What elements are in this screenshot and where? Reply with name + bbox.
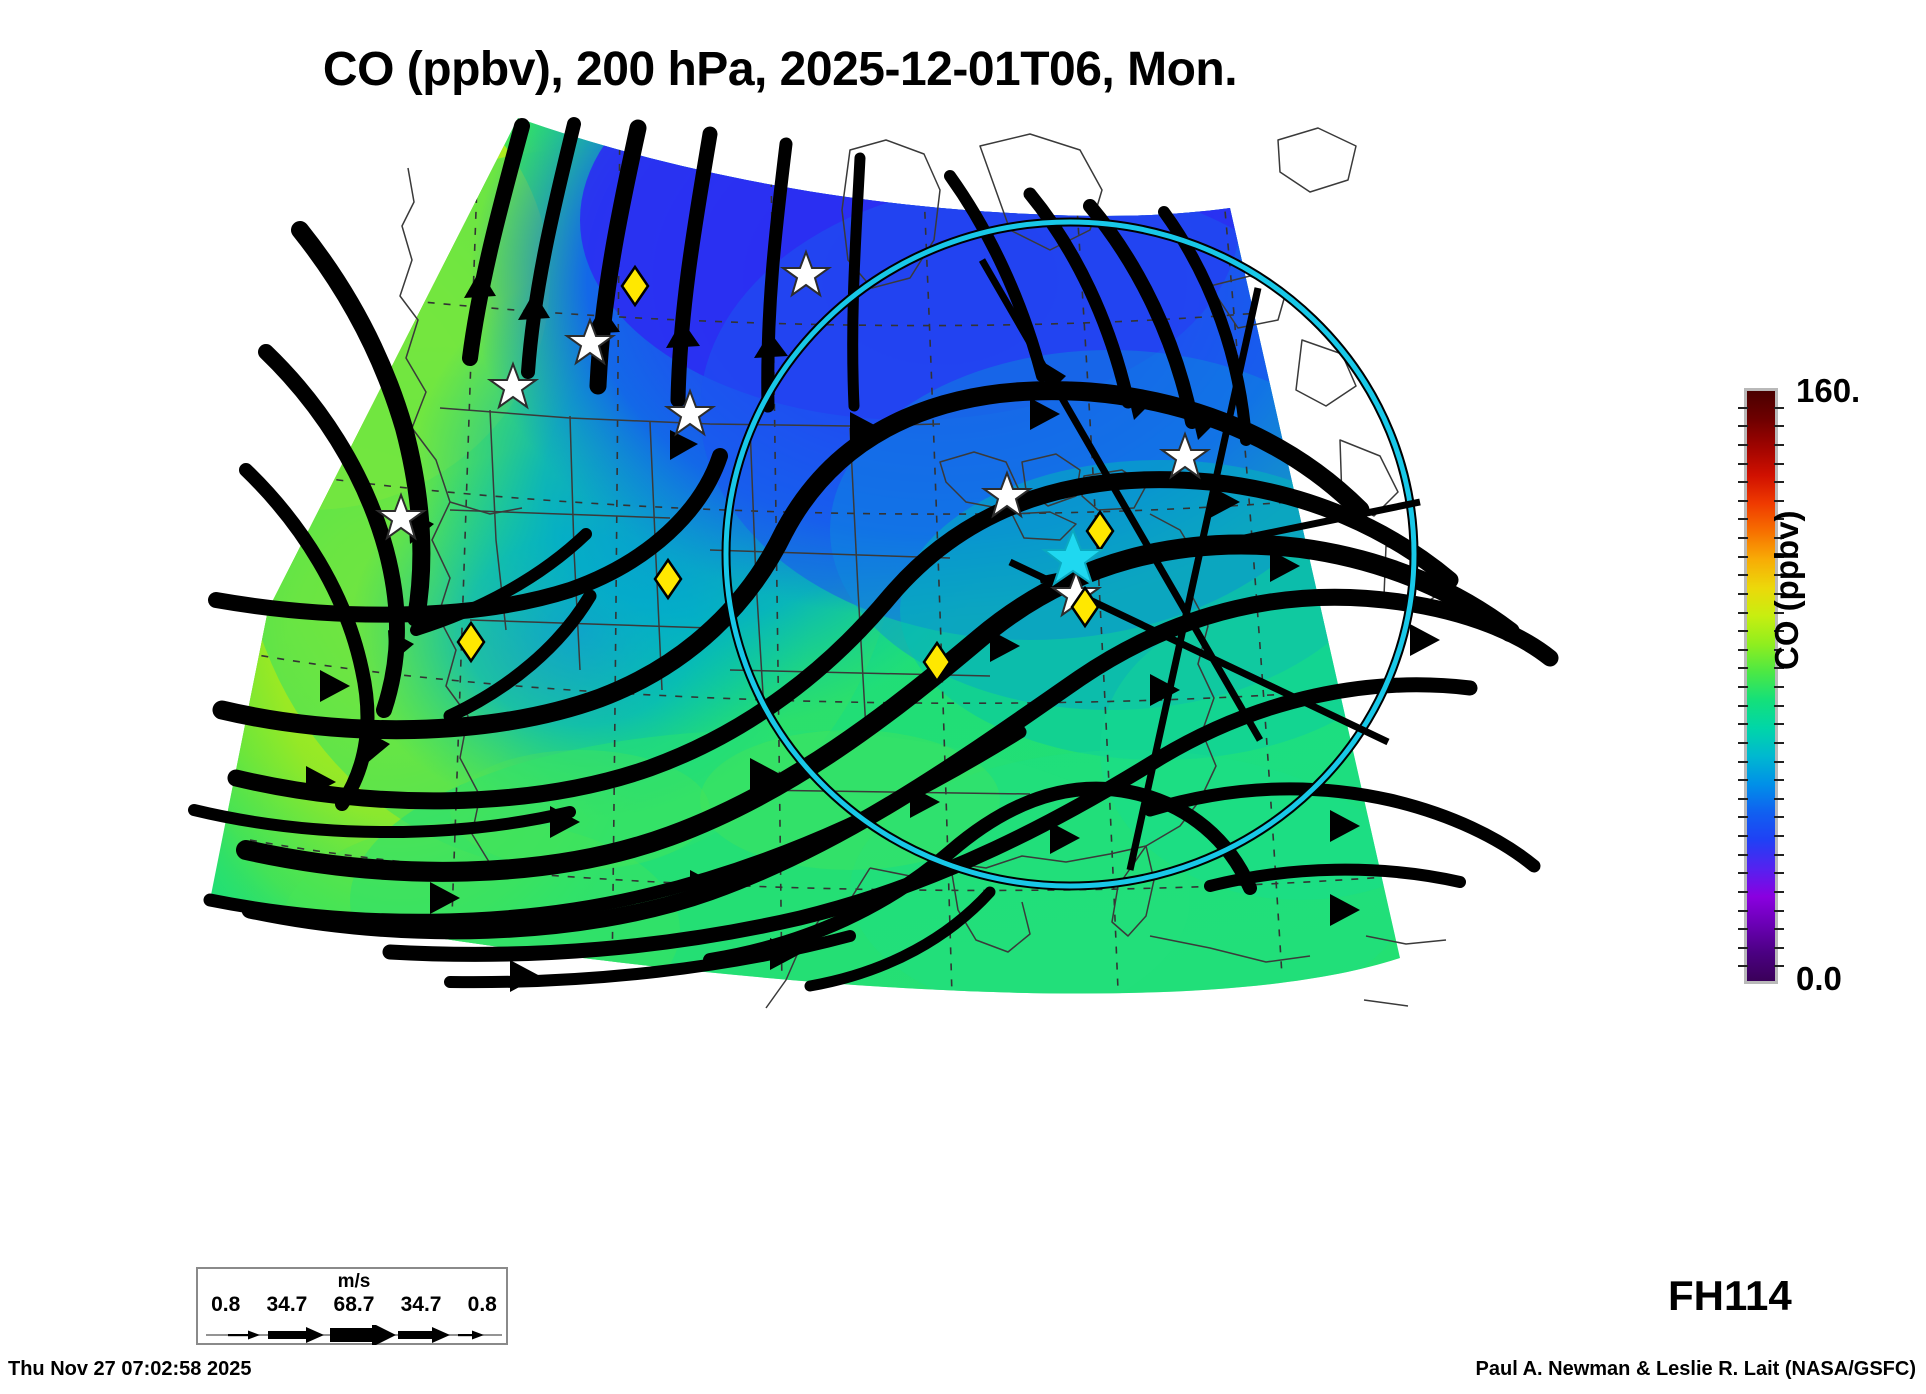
colorbar-min-label: 0.0	[1796, 960, 1842, 997]
colorbar-tick	[1774, 443, 1784, 446]
colorbar-tick	[1738, 835, 1748, 837]
colorbar-tick	[1774, 630, 1784, 633]
wind-value-labels: 0.8 34.7 68.7 34.7 0.8	[198, 1293, 510, 1317]
colorbar-tick	[1774, 518, 1784, 521]
yellow-diamond-marker[interactable]	[456, 264, 1115, 684]
colorbar-max-label: 160.	[1796, 372, 1861, 409]
colorbar-tick	[1738, 909, 1748, 912]
colorbar-tick	[1774, 872, 1784, 875]
colorbar-tick	[1738, 965, 1748, 968]
colorbar-tick	[1738, 779, 1748, 782]
colorbar-tick	[1738, 630, 1748, 633]
colorbar-tick	[1774, 499, 1784, 502]
wind-unit-label: m/s	[337, 1271, 371, 1292]
forecast-map[interactable]	[150, 110, 1570, 1270]
colorbar-tick	[1774, 667, 1784, 670]
colorbar-tick	[1738, 648, 1748, 651]
colorbar-tick	[1738, 797, 1748, 800]
colorbar-tick	[1738, 611, 1748, 614]
page-title: CO (ppbv), 200 hPa, 2025-12-01T06, Mon.	[322, 43, 1238, 96]
colorbar-frame	[1744, 388, 1778, 984]
colorbar-tick	[1774, 853, 1784, 856]
colorbar-tick	[1774, 425, 1784, 428]
colorbar-tick	[1738, 686, 1748, 688]
footer-timestamp: Thu Nov 27 07:02:58 2025	[8, 1358, 252, 1380]
colorbar-tick	[1738, 574, 1748, 577]
colorbar-tick	[1738, 853, 1748, 856]
colorbar-tick	[1738, 872, 1748, 875]
colorbar-tick	[1738, 946, 1748, 949]
colorbar-tick	[1738, 425, 1748, 428]
white-star-marker[interactable]	[374, 249, 1212, 618]
wind-value-1: 34.7	[266, 1293, 308, 1316]
colorbar-tick	[1774, 592, 1784, 595]
wind-value-3: 34.7	[400, 1293, 442, 1316]
colorbar-tick	[1774, 928, 1784, 931]
wind-value-4: 0.8	[467, 1293, 497, 1316]
colorbar-tick	[1738, 816, 1748, 819]
colorbar-tick	[1774, 909, 1784, 912]
colorbar-tick	[1774, 574, 1784, 577]
colorbar-tick	[1738, 499, 1748, 502]
flight-range-ring	[721, 217, 1419, 891]
colorbar-tick	[1738, 704, 1748, 707]
colorbar-tick	[1738, 518, 1748, 521]
wind-arrow-scale	[206, 1325, 502, 1345]
wind-speed-legend: m/s 0.8 34.7 68.7 34.7 0.8	[196, 1267, 508, 1345]
colorbar-tick	[1738, 723, 1748, 726]
colorbar-gradient	[1747, 391, 1775, 981]
wind-streamlines	[188, 117, 1559, 992]
colorbar-tick	[1774, 965, 1784, 968]
colorbar-tick	[1774, 946, 1784, 949]
colorbar-tick	[1774, 648, 1784, 651]
colorbar-tick	[1774, 462, 1784, 465]
colorbar-tick	[1774, 481, 1784, 484]
colorbar-tick	[1738, 928, 1748, 931]
colorbar-tick	[1738, 741, 1748, 744]
colorbar-tick	[1738, 406, 1748, 409]
colorbar-tick	[1738, 537, 1748, 539]
colorbar-tick	[1738, 592, 1748, 595]
colorbar-panel: 160. 0.0 CO (ppbv)	[1718, 370, 1918, 1010]
colorbar-ticks-right	[1774, 388, 1784, 984]
station-markers[interactable]	[374, 249, 1212, 684]
colorbar-axis-title: CO (ppbv)	[1768, 510, 1805, 670]
colorbar-tick	[1774, 890, 1784, 893]
colorbar-tick	[1774, 797, 1784, 800]
colorbar-ticks-left	[1738, 388, 1748, 984]
colorbar-tick	[1774, 686, 1784, 688]
colorbar-tick	[1774, 816, 1784, 819]
colorbar-tick	[1774, 704, 1784, 707]
map-panel[interactable]	[150, 110, 1570, 1270]
colorbar-tick	[1774, 555, 1784, 558]
colorbar-tick	[1774, 723, 1784, 726]
footer-credit: Paul A. Newman & Leslie R. Lait (NASA/GS…	[1475, 1358, 1916, 1380]
colorbar-tick	[1738, 667, 1748, 670]
colorbar-tick	[1738, 443, 1748, 446]
wind-value-2: 68.7	[333, 1293, 375, 1316]
colorbar-tick	[1774, 611, 1784, 614]
forecast-hour-label: FH114	[1668, 1272, 1792, 1319]
colorbar-tick	[1774, 537, 1784, 539]
colorbar-tick	[1738, 760, 1748, 763]
wind-value-0: 0.8	[211, 1293, 241, 1316]
colorbar-tick	[1738, 481, 1748, 484]
colorbar-tick	[1738, 462, 1748, 465]
flight-track-lines	[978, 258, 1421, 871]
colorbar-tick	[1774, 406, 1784, 409]
colorbar-tick	[1774, 760, 1784, 763]
cyan-star-launch-site[interactable]	[1041, 527, 1105, 587]
colorbar-tick	[1774, 741, 1784, 744]
colorbar-tick	[1774, 835, 1784, 837]
colorbar-tick	[1738, 890, 1748, 893]
colorbar-tick	[1774, 779, 1784, 782]
colorbar-tick	[1738, 555, 1748, 558]
